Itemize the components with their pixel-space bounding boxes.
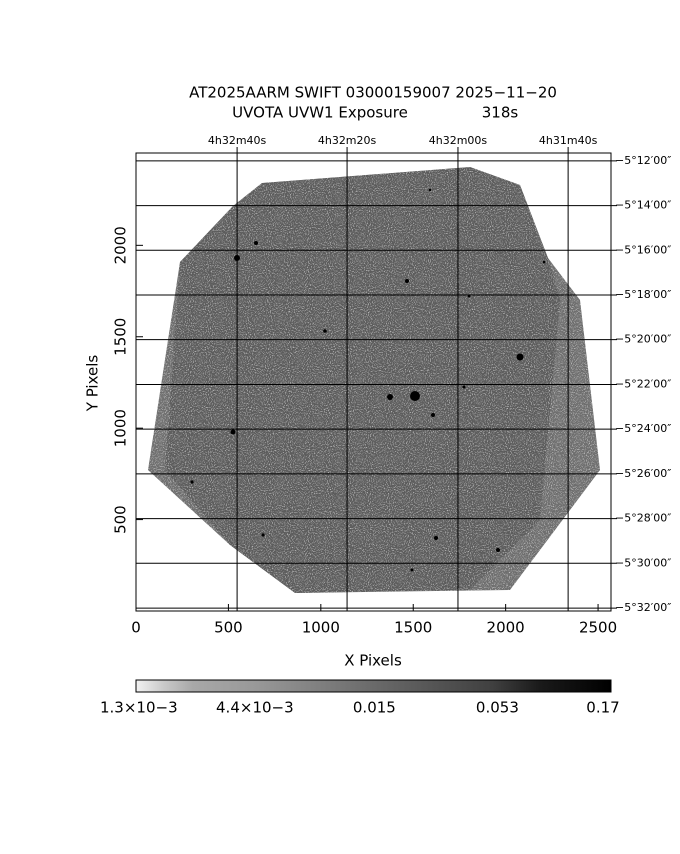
y-tick-label: 2000 [112,226,130,264]
exposure-image [148,167,600,593]
dec-tick-label: −5°32′00″ [615,601,671,614]
dec-tick-label: −5°20′00″ [615,333,671,346]
dec-tick-label: −5°22′00″ [615,377,671,390]
colorbar-tick-label: 0.053 [476,699,519,717]
x-tick-label: 2000 [487,619,525,637]
dec-tick-label: −5°14′00″ [615,199,671,212]
x-tick-label: 2500 [579,619,617,637]
chart-title: AT2025AARM SWIFT 03000159007 2025−11−20 [189,84,557,102]
y-tick-label: 1000 [112,409,130,447]
y-tick-label: 1500 [112,318,130,356]
ra-tick-label: 4h32m20s [318,134,377,147]
x-tick-label: 500 [214,619,243,637]
colorbar-tick-label: 0.17 [586,699,619,717]
x-tick-label: 0 [131,619,141,637]
dec-tick-label: −5°26′00″ [615,467,671,480]
dec-tick-label: −5°12′00″ [615,154,671,167]
x-tick-label: 1000 [302,619,340,637]
x-axis-label: X Pixels [344,652,402,670]
x-tick-label: 1500 [394,619,432,637]
dec-tick-label: −5°18′00″ [615,288,671,301]
ra-tick-label: 4h32m00s [429,134,488,147]
colorbar-tick-label: 4.4×10−3 [216,699,294,717]
colorbar-tick-label: 1.3×10−3 [100,699,178,717]
ra-tick-label: 4h31m40s [539,134,598,147]
chart-subtitle: UVOTA UVW1 Exposure [232,104,408,122]
exposure-time: 318s [482,104,519,122]
axes: 0 500 1000 1500 2000 2500 500 1000 1500 2000 4h32m… [100,134,671,717]
colorbar-tick-label: 0.015 [353,699,396,717]
y-axis-label: Y Pixels [84,355,102,413]
colorbar [135,679,612,693]
dec-tick-label: −5°30′00″ [615,556,671,569]
dec-tick-label: −5°28′00″ [615,512,671,525]
dec-tick-label: −5°16′00″ [615,243,671,256]
dec-tick-label: −5°24′00″ [615,422,671,435]
ra-tick-label: 4h32m40s [208,134,267,147]
y-tick-label: 500 [112,505,130,534]
plot-frame [135,152,612,612]
